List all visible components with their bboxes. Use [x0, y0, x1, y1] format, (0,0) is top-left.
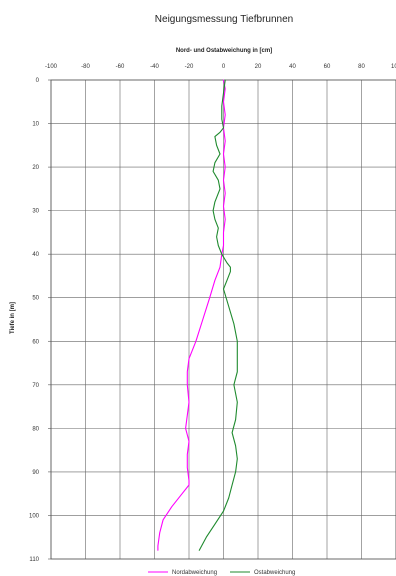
x-tick-label: 100 [391, 64, 396, 70]
x-axis-title: Nord- und Ostabweichung in [cm] [176, 48, 272, 54]
chart-title: Neigungsmessung Tiefbrunnen [155, 14, 293, 25]
x-tick-label: -100 [45, 64, 58, 70]
x-tick-label: 80 [358, 64, 365, 70]
y-tick-label: 40 [32, 252, 39, 258]
y-tick-label: 20 [32, 165, 39, 171]
y-tick-label: 100 [29, 513, 40, 519]
x-tick-label: -80 [81, 64, 90, 70]
y-axis-title: Tiefe in [m] [10, 302, 16, 334]
x-tick-label: -60 [116, 64, 125, 70]
x-tick-label: 40 [289, 64, 296, 70]
grid [48, 79, 396, 560]
y-tick-label: 70 [32, 383, 39, 389]
legend-label-nordabweichung: Nordabweichung [172, 570, 217, 576]
series-line-ostabweichung [198, 79, 238, 551]
y-tick-label: 80 [32, 426, 39, 432]
x-tick-label: 0 [222, 64, 226, 70]
y-tick-label: 30 [32, 209, 39, 215]
x-tick-label: 20 [255, 64, 262, 70]
series-line-nordabweichung [157, 79, 226, 551]
x-tick-label: 60 [324, 64, 331, 70]
series-lines [157, 79, 238, 551]
y-tick-label: 110 [29, 557, 39, 563]
y-tick-label: 50 [32, 296, 39, 302]
y-tick-label: 90 [32, 470, 39, 476]
y-tick-label: 0 [36, 78, 40, 84]
y-tick-label: 10 [32, 122, 39, 128]
x-tick-labels: -100 -80 -60 -40 -20 0 20 40 60 80 100 [45, 64, 396, 70]
y-tick-label: 60 [32, 339, 39, 345]
x-tick-label: -40 [150, 64, 159, 70]
legend-label-ostabweichung: Ostabweichung [254, 570, 295, 576]
y-tick-labels: 0 10 20 30 40 50 60 70 80 90 100 110 [29, 78, 40, 563]
x-tick-label: -20 [185, 64, 194, 70]
legend: Nordabweichung Ostabweichung [148, 570, 295, 576]
